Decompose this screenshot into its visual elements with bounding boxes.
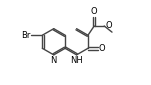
Text: Br: Br — [21, 31, 31, 40]
Text: O: O — [99, 44, 105, 53]
Text: O: O — [91, 7, 98, 16]
Text: N: N — [51, 56, 57, 65]
Text: O: O — [105, 22, 112, 31]
Text: NH: NH — [70, 56, 83, 65]
